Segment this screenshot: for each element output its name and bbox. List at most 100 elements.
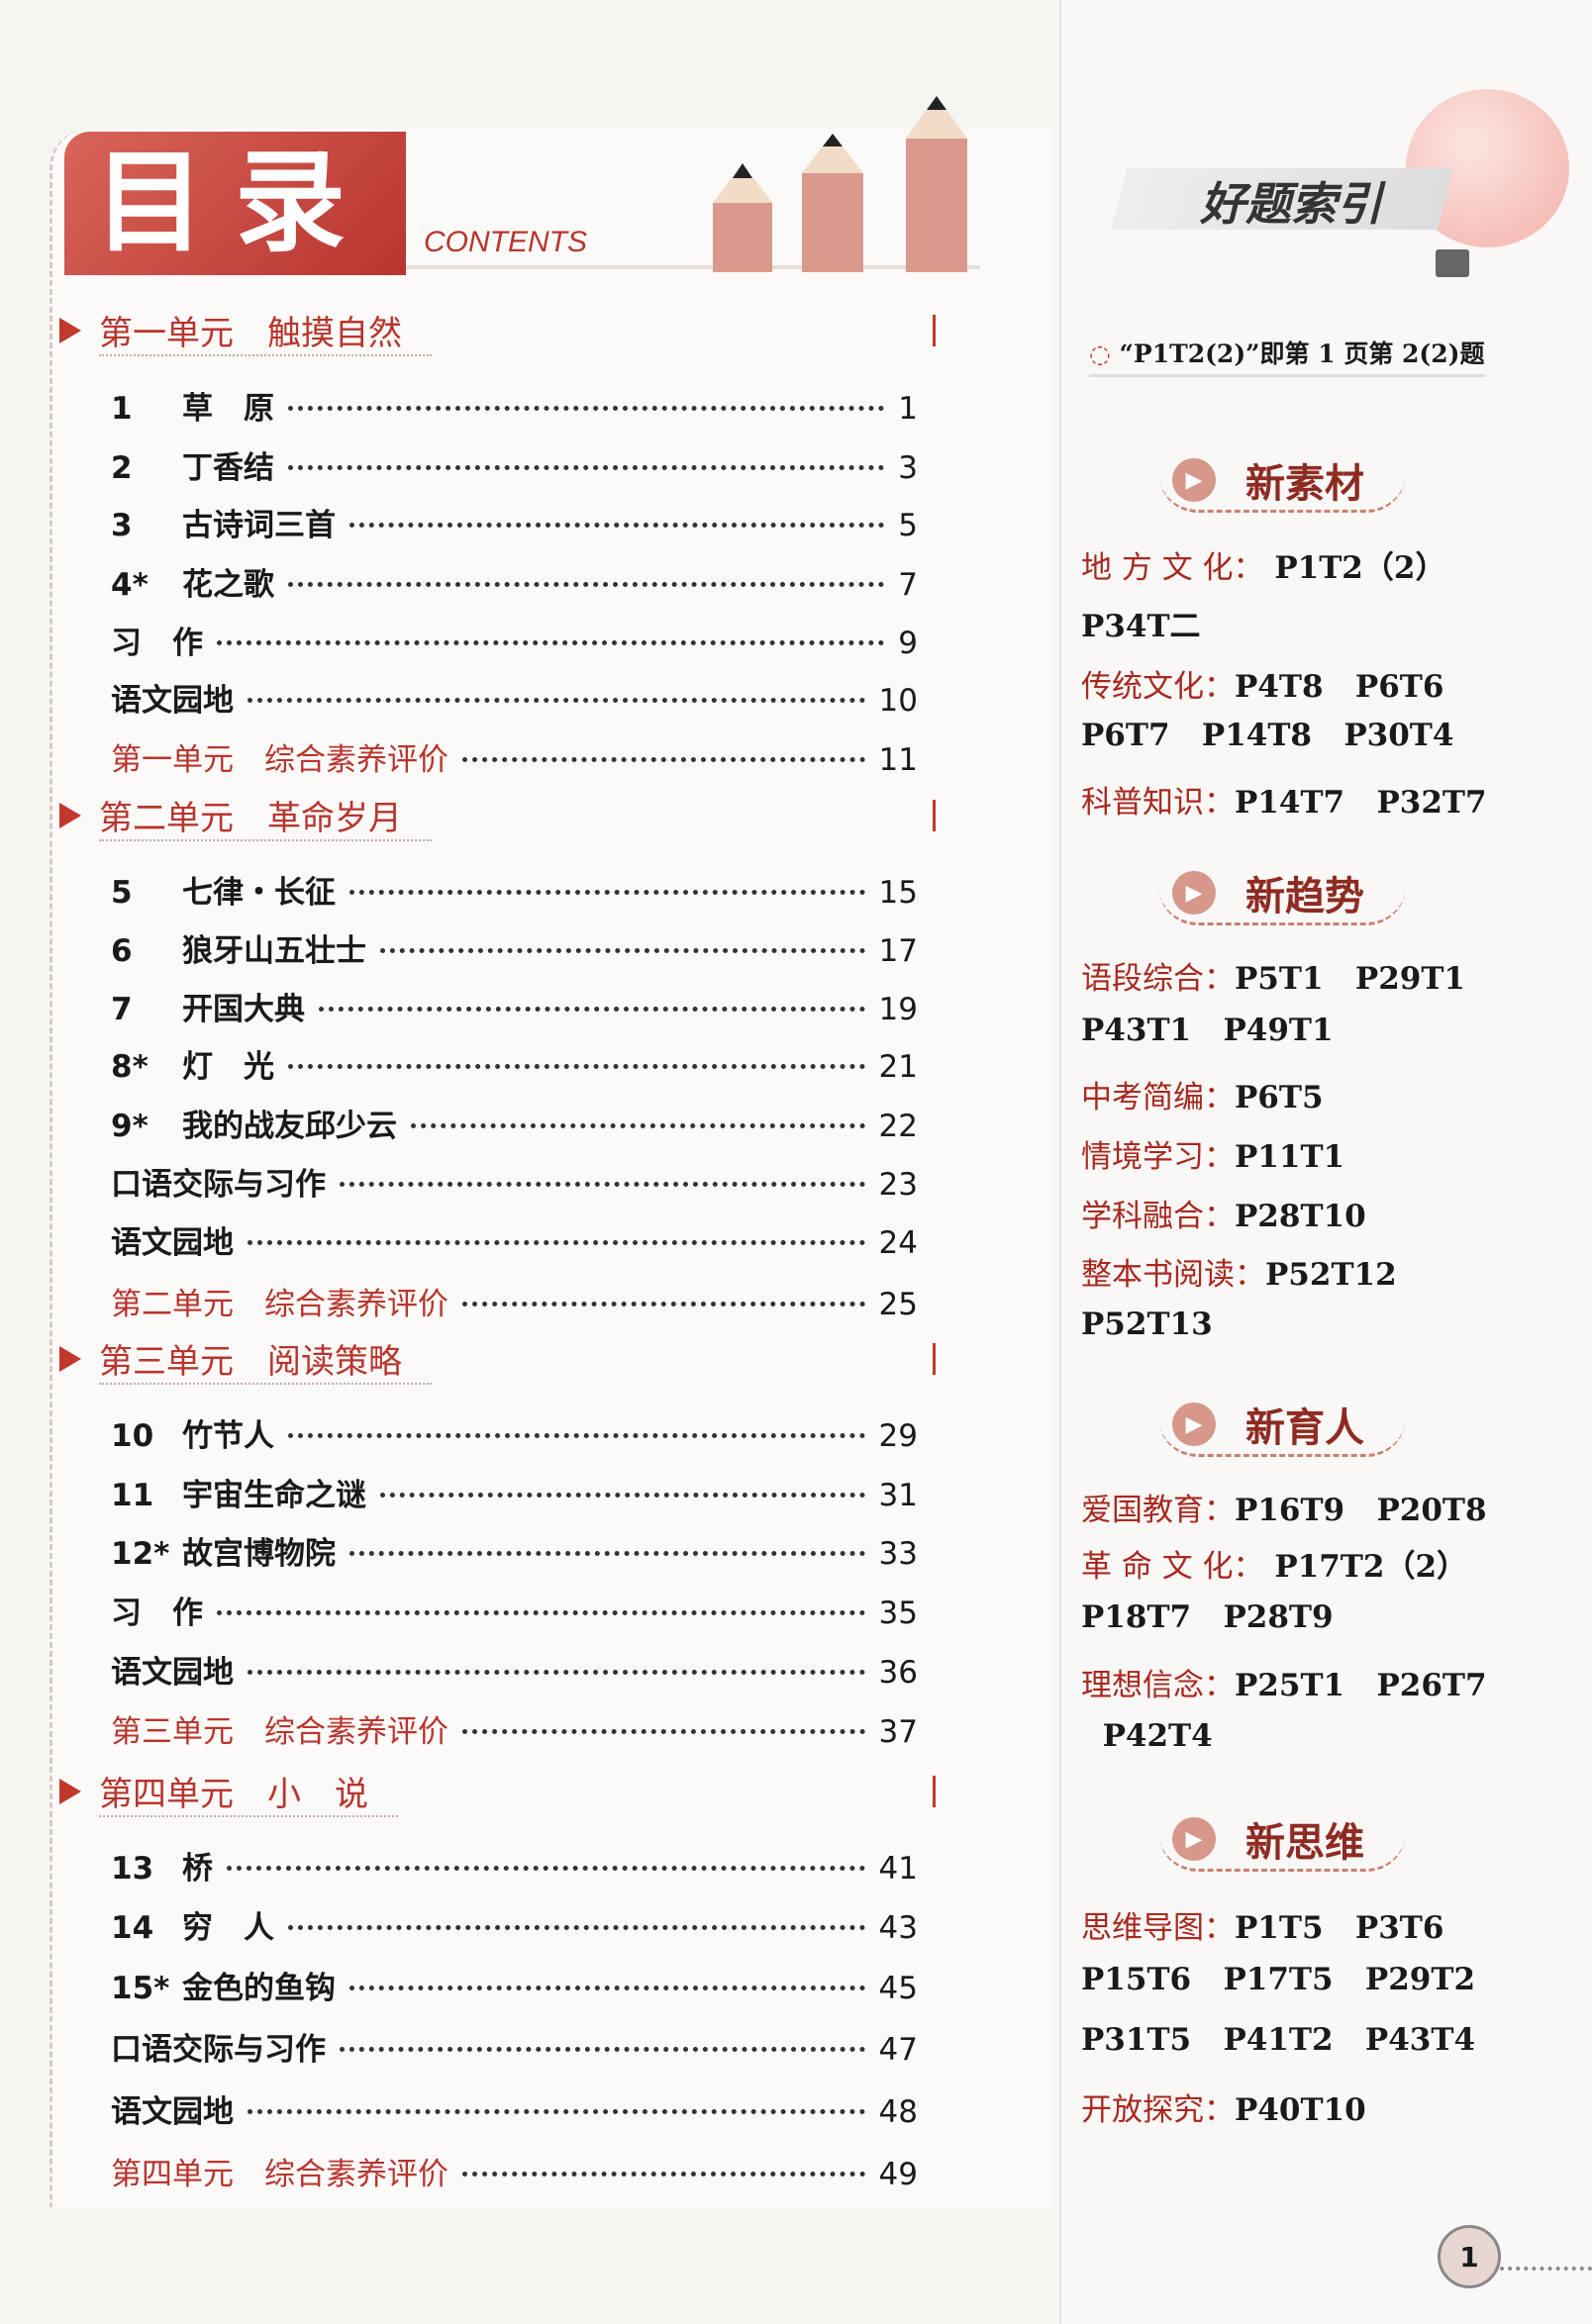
index-refs: P28T10 (1235, 1199, 1366, 1234)
index-refs: P1T2（2） (1263, 550, 1446, 586)
entry-page: 22 (878, 1109, 918, 1144)
entry-page: 23 (878, 1167, 918, 1203)
leader-dots (340, 1182, 865, 1187)
index-section-heading: ▶ 新趋势 (1158, 863, 1406, 925)
entry-number: 9* (111, 1109, 149, 1144)
toc-entry[interactable]: 语文园地 36 (111, 1647, 918, 1692)
index-refs: P52T12 (1265, 1257, 1397, 1293)
index-label: 开放探究： (1081, 2092, 1235, 2128)
toc-entry[interactable]: 4* 花之歌 7 (111, 559, 918, 604)
leader-dots (288, 465, 885, 470)
entry-title: 语文园地 (111, 1655, 234, 1691)
toc-panel (50, 129, 1052, 2207)
toc-entry[interactable]: 8* 灯 光 21 (111, 1041, 918, 1086)
unit-heading[interactable]: 第一单元 触摸自然 (59, 309, 936, 356)
entry-page: 29 (878, 1418, 918, 1454)
unit-heading[interactable]: 第二单元 革命岁月 (59, 794, 936, 841)
index-panel (1059, 0, 1592, 2324)
index-line: 开放探究：P40T10 (1081, 2084, 1366, 2129)
entry-page: 1 (898, 391, 918, 427)
entry-number: 11 (111, 1478, 154, 1513)
toc-entry[interactable]: 12* 故宫博物院 33 (111, 1528, 918, 1573)
index-line: 语段综合：P5T1 P29T1 (1081, 953, 1465, 998)
toc-entry[interactable]: 语文园地 10 (111, 675, 918, 720)
leader-dots (248, 2109, 865, 2114)
leader-dots (380, 948, 865, 953)
toc-entry[interactable]: 第二单元 综合素养评价 25 (111, 1279, 918, 1323)
index-refs: P17T2（2） (1263, 1549, 1468, 1585)
unit-heading[interactable]: 第四单元 小 说 (59, 1770, 936, 1817)
entry-title: 花之歌 (182, 567, 274, 603)
entry-title: 开国大典 (182, 992, 305, 1027)
toc-entry[interactable]: 9* 我的战友邱少云 22 (111, 1101, 918, 1145)
entry-page: 47 (878, 2032, 918, 2068)
entry-number: 14 (111, 1910, 154, 1946)
index-line: 中考简编：P6T5 (1081, 1072, 1324, 1116)
toc-entry[interactable]: 口语交际与习作 23 (111, 1159, 918, 1204)
index-label: 学科融合： (1081, 1199, 1235, 1234)
unit-bar (933, 1343, 936, 1375)
toc-entry[interactable]: 14 穷 人 43 (111, 1902, 918, 1947)
section-title: 新素材 (1245, 461, 1364, 507)
toc-entry[interactable]: 口语交际与习作 47 (111, 2024, 918, 2069)
toc-entry[interactable]: 5 七律・长征 15 (111, 867, 918, 912)
toc-entry[interactable]: 15* 金色的鱼钩 45 (111, 1963, 918, 2007)
note-text: “P1T2(2)”即第 1 页第 2(2)题 (1119, 339, 1485, 368)
toc-entry[interactable]: 1 草 原 1 (111, 383, 918, 428)
index-refs: P15T6 P17T5 P29T2 (1081, 1962, 1476, 1997)
entry-number: 3 (111, 508, 133, 543)
toc-entry[interactable]: 习 作 35 (111, 1588, 918, 1632)
toc-entry[interactable]: 第一单元 综合素养评价 11 (111, 734, 918, 779)
unit-title: 第一单元 触摸自然 (99, 306, 432, 356)
entry-number: 10 (111, 1418, 154, 1454)
entry-page: 48 (878, 2094, 918, 2130)
toc-entry[interactable]: 3 古诗词三首 5 (111, 500, 918, 544)
entry-page: 35 (878, 1596, 918, 1631)
toc-entry[interactable]: 第三单元 综合素养评价 37 (111, 1706, 918, 1751)
toc-entry[interactable]: 13 桥 41 (111, 1843, 918, 1888)
index-refs: P40T10 (1235, 2092, 1366, 2128)
index-line: 思维导图：P1T5 P3T6 (1081, 1902, 1443, 1947)
unit-heading[interactable]: 第三单元 阅读策略 (59, 1337, 936, 1385)
entry-title: 口语交际与习作 (111, 2032, 326, 2068)
index-refs: P6T7 P14T8 P30T4 (1081, 718, 1454, 753)
play-icon: ▶ (1172, 1817, 1216, 1861)
leader-dots (411, 1123, 865, 1128)
leader-dots (349, 1985, 865, 1990)
toc-entry[interactable]: 2 丁香结 3 (111, 442, 918, 487)
index-refs: P11T1 (1235, 1139, 1345, 1175)
index-line: 情境学习：P11T1 (1081, 1131, 1344, 1176)
entry-title: 草 原 (182, 391, 274, 427)
entry-page: 24 (878, 1225, 918, 1261)
toc-entry[interactable]: 语文园地 48 (111, 2086, 918, 2131)
entry-title: 第二单元 综合素养评价 (111, 1287, 448, 1322)
index-label: 地 方 文 化： (1081, 550, 1264, 586)
entry-page: 49 (878, 2157, 918, 2192)
entry-title: 第四单元 综合素养评价 (111, 2157, 448, 2192)
toc-entry[interactable]: 7 开国大典 19 (111, 984, 918, 1028)
entry-number: 4* (111, 567, 149, 603)
page-dots (1500, 2267, 1592, 2271)
contents-label: CONTENTS (424, 226, 587, 258)
entry-number: 2 (111, 450, 133, 486)
index-line: 学科融合：P28T10 (1081, 1191, 1366, 1235)
leader-dots (288, 1433, 865, 1438)
index-refs: P14T7 P32T7 (1235, 785, 1487, 821)
toc-entry[interactable]: 语文园地 24 (111, 1217, 918, 1262)
index-refs: P1T5 P3T6 (1235, 1910, 1444, 1946)
entry-title: 宇宙生命之谜 (182, 1478, 366, 1513)
section-title: 新趋势 (1245, 874, 1364, 920)
unit-bar (933, 1776, 936, 1807)
index-section-heading: ▶ 新育人 (1158, 1395, 1406, 1457)
index-refs: P5T1 P29T1 (1235, 961, 1465, 997)
index-line: 整本书阅读：P52T12 (1081, 1249, 1397, 1294)
toc-entry[interactable]: 11 宇宙生命之谜 31 (111, 1470, 918, 1514)
entry-page: 3 (898, 450, 918, 486)
entry-number: 8* (111, 1049, 149, 1085)
index-line: P31T5 P41T2 P43T4 (1081, 2022, 1475, 2058)
toc-entry[interactable]: 第四单元 综合素养评价 49 (111, 2149, 918, 2193)
toc-entry[interactable]: 10 竹节人 29 (111, 1410, 918, 1455)
toc-entry[interactable]: 6 狼牙山五壮士 17 (111, 925, 918, 970)
index-label: 科普知识： (1081, 785, 1235, 821)
toc-entry[interactable]: 习 作 9 (111, 618, 918, 662)
